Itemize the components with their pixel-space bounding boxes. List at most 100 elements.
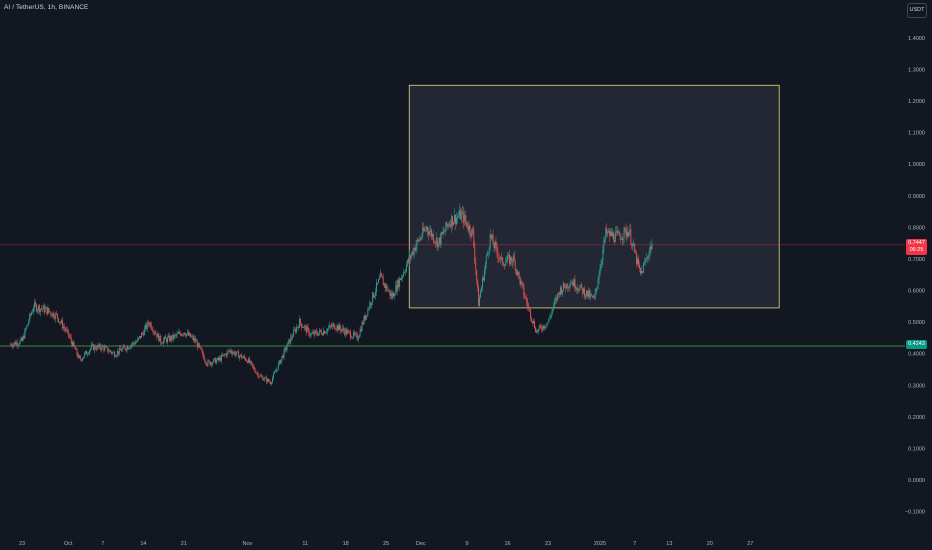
currency-button[interactable]: USDT [907,3,927,18]
y-tick-label: 0.5000 [908,320,925,326]
candle-body [415,245,417,251]
candle-body [76,348,78,355]
candle-body [370,302,372,306]
candle-body [537,328,539,332]
candle-body [552,308,554,312]
candle-body [622,237,624,240]
candle-body [196,341,198,348]
candle-body [148,324,150,325]
candle-body [599,268,601,276]
y-tick-label: 0.2000 [908,415,925,421]
candle-body [616,231,618,233]
candle-body [612,232,613,237]
candle-body [338,324,340,331]
candle-body [407,259,409,262]
candle-body [210,362,212,365]
candle-body [631,243,633,247]
candle-body [328,325,330,328]
candle-body [169,336,171,341]
candle-body [505,262,507,267]
candle-body [172,334,174,339]
candle-body [519,276,521,285]
candle-body [303,326,305,328]
candle-body [458,210,460,217]
candle-body [183,332,185,335]
candle-body [392,292,394,299]
candle-body [492,235,494,245]
candle-body [418,239,420,242]
y-tick-label: 1.3000 [908,67,925,73]
candle-body [539,325,541,327]
candle-body [391,293,393,299]
candle-body [191,336,192,338]
candle-body [367,308,369,316]
candle-body [459,210,461,220]
candle-body [345,329,347,335]
candle-body [95,348,97,350]
candle-body [205,361,207,365]
candle-body [515,269,517,271]
candle-body [536,330,538,332]
candle-body [382,278,384,286]
candle-body [435,238,437,243]
candle-body [547,322,549,324]
candle-body [218,357,219,360]
candle-body [621,238,623,240]
candle-body [44,308,46,313]
candle-body [43,305,45,313]
candle-body [589,294,591,298]
candle-body [530,309,532,319]
candle-body [592,296,594,298]
candle-body [630,229,632,244]
candle-body [533,321,534,323]
candle-body [502,257,504,265]
last-price-value: 0.7447 [908,240,925,246]
candle-body [451,216,453,227]
candle-body [518,271,520,277]
candle-body [58,318,60,323]
candle-body [110,350,112,352]
candle-body [561,290,563,294]
candle-body [261,376,263,377]
x-tick-label: 21 [181,541,187,547]
candle-body [482,277,484,281]
candle-body [487,252,489,254]
candle-body [429,231,430,235]
candle-body [222,354,224,356]
candle-body [344,330,346,335]
candle-body [528,306,530,308]
candle-body [94,345,96,349]
candle-body [75,348,77,350]
candle-body [37,305,39,310]
candle-body [96,345,98,350]
candle-body [82,358,84,361]
candle-body [272,378,273,383]
candle-body [259,375,261,378]
candle-body [181,334,183,336]
candle-body [90,344,92,349]
candle-body [293,330,295,337]
candle-body [587,290,589,297]
candle-body [85,351,87,354]
candle-body [611,231,613,237]
candle-body [419,238,421,242]
candle-body [378,277,380,280]
candle-body [274,371,276,373]
candle-body [425,229,427,230]
candle-body [307,326,309,329]
candle-body [427,227,429,232]
candle-body [495,242,497,246]
candle-body [279,360,281,364]
candle-body [576,288,578,290]
candle-body [424,229,426,232]
candle-body [244,356,245,359]
candle-body [127,346,129,350]
candle-body [80,358,82,360]
candle-body [384,283,386,289]
candle-body [562,283,564,291]
candle-body [569,283,571,288]
candle-body [287,341,289,347]
candle-body [350,331,351,338]
candle-body [189,333,191,336]
